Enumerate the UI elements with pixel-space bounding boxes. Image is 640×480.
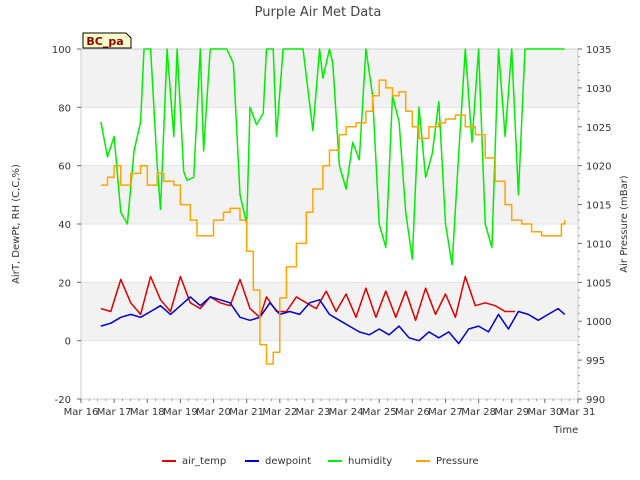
- legend: air_temp dewpoint humidity Pressure: [162, 456, 479, 467]
- y-left-tick-label-2: 20: [58, 278, 71, 289]
- y-right-tick-label-2: 1000: [586, 317, 611, 328]
- y-axis-right: 990 995 1000 1005 1010 1015 1020 1025 1030 1035: [578, 45, 611, 406]
- x-tick-label-15: Mar 31: [561, 407, 596, 418]
- x-tick-label-8: Mar 24: [329, 407, 364, 418]
- x-tick-label-9: Mar 25: [362, 407, 397, 418]
- legend-label-humidity: humidity: [348, 456, 392, 467]
- series-line-air_temp: [100, 275, 515, 322]
- series-line-Pressure: [100, 79, 566, 365]
- y-right-tick-label-5: 1015: [586, 201, 611, 212]
- series-lines: [100, 48, 566, 365]
- x-tick-label-12: Mar 28: [461, 407, 496, 418]
- y-axis-left: -20 0 20 40 60 80 100: [52, 45, 81, 406]
- y-axis-label-right: Air Pressure (mBar): [619, 175, 630, 273]
- background-bands: [81, 48, 578, 400]
- y-left-tick-label-4: 60: [58, 162, 71, 173]
- y-right-tick-label-9: 1035: [586, 45, 611, 56]
- y-left-tick-label-3: 40: [58, 220, 71, 231]
- x-tick-label-10: Mar 26: [395, 407, 430, 418]
- y-right-tick-label-4: 1010: [586, 239, 611, 250]
- series-line-dewpoint: [100, 296, 566, 345]
- x-tick-label-0: Mar 16: [64, 407, 99, 418]
- x-tick-label-2: Mar 18: [130, 407, 165, 418]
- badge-box: [82, 32, 132, 49]
- x-axis-label: Time: [553, 425, 578, 436]
- y-right-tick-label-1: 995: [586, 356, 605, 367]
- series-line-humidity: [100, 48, 565, 266]
- badge-label: BC_pa: [86, 35, 123, 48]
- y-left-tick-label-0: -20: [55, 395, 71, 406]
- x-tick-label-13: Mar 29: [494, 407, 529, 418]
- y-right-tick-label-6: 1020: [586, 162, 611, 173]
- band-0: [81, 49, 578, 108]
- x-tick-label-14: Mar 30: [527, 407, 562, 418]
- x-tick-label-11: Mar 27: [428, 407, 463, 418]
- x-tick-label-6: Mar 22: [262, 407, 297, 418]
- y-left-tick-label-1: 0: [65, 337, 71, 348]
- y-right-tick-label-3: 1005: [586, 278, 611, 289]
- y-right-tick-label-8: 1030: [586, 84, 611, 95]
- band-2: [81, 282, 578, 341]
- band-1: [81, 165, 578, 224]
- chart-title: Purple Air Met Data: [255, 5, 382, 20]
- y-left-tick-label-6: 100: [52, 45, 71, 56]
- x-tick-label-3: Mar 19: [163, 407, 198, 418]
- y-left-tick-label-5: 80: [58, 103, 71, 114]
- y-axis-label-left: AirT, DewPt, RH (C,C,%): [11, 164, 22, 284]
- x-tick-label-1: Mar 17: [97, 407, 132, 418]
- y-right-tick-label-0: 990: [586, 395, 605, 406]
- legend-label-Pressure: Pressure: [436, 456, 479, 467]
- x-tick-label-4: Mar 20: [196, 407, 231, 418]
- legend-label-air_temp: air_temp: [182, 456, 226, 467]
- legend-label-dewpoint: dewpoint: [265, 456, 311, 467]
- x-tick-label-5: Mar 21: [229, 407, 264, 418]
- x-tick-label-7: Mar 23: [296, 407, 331, 418]
- station-badge: BC_pa: [82, 32, 132, 49]
- y-right-tick-label-7: 1025: [586, 123, 611, 134]
